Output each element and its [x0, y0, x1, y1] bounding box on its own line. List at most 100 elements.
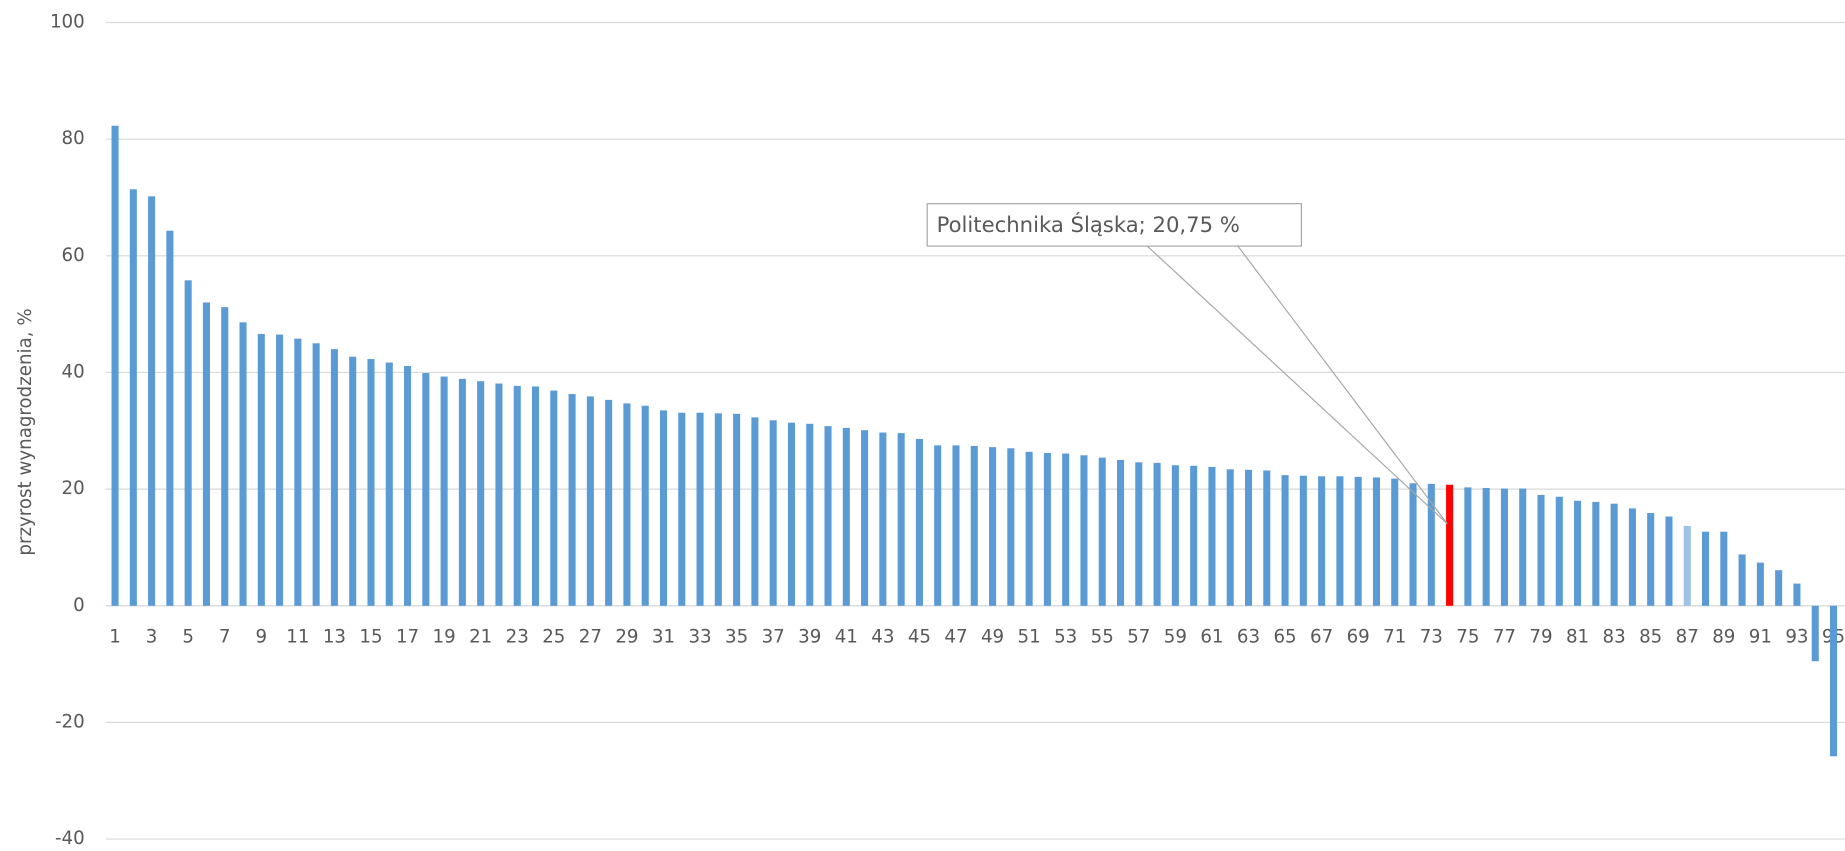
x-tick-label: 45 — [908, 627, 931, 648]
bar — [312, 343, 320, 606]
y-tick-label: 100 — [50, 11, 85, 32]
x-tick-label: 93 — [1785, 627, 1808, 648]
bar — [385, 362, 393, 606]
bar — [1647, 513, 1655, 606]
bar — [897, 433, 905, 606]
bar — [659, 410, 668, 606]
bar — [1226, 469, 1234, 606]
bar — [678, 412, 686, 606]
bar — [148, 196, 156, 606]
bar — [349, 356, 357, 606]
bar — [477, 381, 485, 606]
x-tick-label: 29 — [615, 627, 638, 648]
bar — [1519, 488, 1527, 606]
y-tick-label: -20 — [55, 711, 85, 732]
y-tick-label: 0 — [73, 595, 85, 616]
bar — [184, 280, 192, 606]
annotation-box — [926, 203, 1302, 247]
bar — [879, 432, 887, 606]
x-tick-label: 85 — [1639, 627, 1662, 648]
bar — [1135, 462, 1143, 606]
bar — [1665, 516, 1673, 606]
x-tick-label: 49 — [981, 627, 1004, 648]
bar — [1592, 501, 1600, 606]
bar — [440, 376, 448, 606]
x-tick-label: 81 — [1566, 627, 1589, 648]
bar — [1409, 483, 1417, 606]
y-tick-label: 80 — [62, 128, 85, 149]
bar — [404, 366, 412, 606]
x-tick-label: 87 — [1676, 627, 1699, 648]
x-tick-label: 37 — [762, 627, 785, 648]
x-tick-label: 13 — [323, 627, 346, 648]
bar — [861, 430, 869, 606]
bar — [1738, 554, 1746, 606]
bar — [1208, 466, 1216, 606]
x-tick-label: 15 — [359, 627, 382, 648]
bar — [1354, 476, 1362, 606]
x-tick-label: 11 — [286, 627, 309, 648]
x-tick-label: 51 — [1018, 627, 1041, 648]
bar — [1062, 453, 1070, 606]
bar — [1153, 462, 1161, 606]
x-tick-label: 53 — [1054, 627, 1077, 648]
annotation: Politechnika Śląska; 20,75 % — [926, 203, 1448, 525]
bar — [458, 378, 466, 606]
x-tick-label: 3 — [146, 627, 158, 648]
x-tick-label: 23 — [506, 627, 529, 648]
x-tick-label: 17 — [396, 627, 419, 648]
bar — [934, 445, 942, 606]
bar — [1244, 469, 1253, 606]
bar — [550, 390, 558, 606]
x-tick-label: 47 — [944, 627, 967, 648]
y-tick-label: -40 — [55, 828, 85, 849]
bar — [1372, 477, 1380, 606]
bar — [733, 413, 741, 606]
bar — [129, 189, 137, 606]
bar — [1775, 570, 1783, 606]
bar — [513, 385, 521, 606]
x-tick-label: 57 — [1127, 627, 1150, 648]
bar — [1281, 475, 1289, 606]
x-tick-label: 63 — [1237, 627, 1260, 648]
bar — [1446, 484, 1454, 606]
x-tick-label: 19 — [433, 627, 456, 648]
y-tick-label: 20 — [62, 478, 85, 499]
bar — [1336, 476, 1344, 606]
bar — [769, 420, 777, 606]
bar — [1171, 465, 1179, 606]
x-tick-label: 75 — [1456, 627, 1479, 648]
bar — [641, 405, 649, 606]
bar — [915, 438, 923, 606]
bars — [111, 125, 1838, 757]
x-tick-label: 65 — [1273, 627, 1296, 648]
bar — [1720, 531, 1728, 606]
bar — [1464, 487, 1472, 606]
bar — [1043, 452, 1051, 606]
x-tick-label: 9 — [255, 627, 267, 648]
x-tick-label: 25 — [542, 627, 565, 648]
bar — [1318, 476, 1326, 606]
x-tick-label: 83 — [1603, 627, 1626, 648]
x-tick-label: 69 — [1347, 627, 1370, 648]
bar — [787, 422, 795, 606]
bar — [1007, 448, 1015, 606]
bar — [257, 333, 265, 606]
bar — [952, 445, 960, 606]
bar — [367, 359, 375, 606]
x-tick-label: 55 — [1091, 627, 1114, 648]
bar — [111, 125, 119, 606]
bar — [1299, 475, 1307, 606]
x-tick-label: 91 — [1749, 627, 1772, 648]
bar — [531, 386, 540, 606]
bar — [1574, 500, 1582, 606]
bar — [1811, 605, 1819, 662]
x-tick-label: 31 — [652, 627, 675, 648]
x-tick-label: 27 — [579, 627, 602, 648]
bar — [221, 307, 229, 606]
bar — [623, 403, 631, 606]
x-tick-label: 35 — [725, 627, 748, 648]
bar — [1482, 487, 1490, 606]
